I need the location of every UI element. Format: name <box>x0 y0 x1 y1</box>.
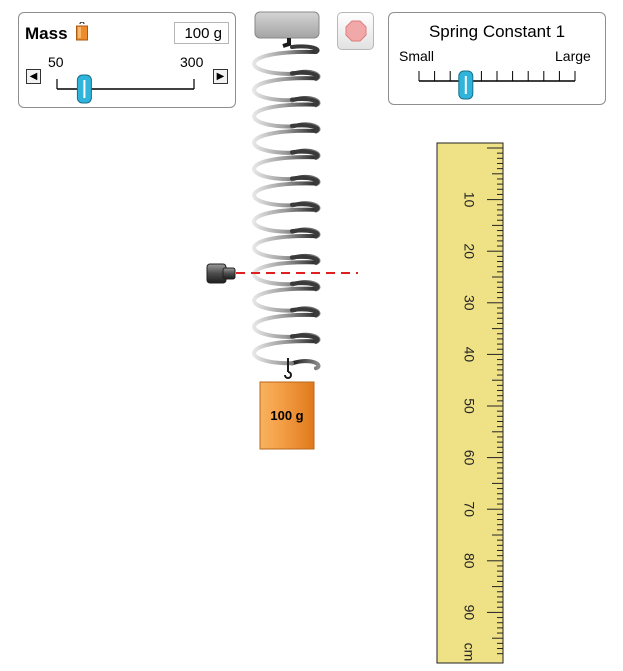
ruler[interactable]: 10 20 30 40 50 60 70 80 90 cm <box>436 142 504 664</box>
ruler-label: 30 <box>461 295 477 311</box>
stop-octagon-icon <box>345 20 367 42</box>
ruler-label: cm <box>461 643 477 662</box>
spring-coil-top <box>290 307 320 317</box>
triangle-left-icon: ◀ <box>29 71 38 82</box>
spring-coil-top <box>290 44 320 54</box>
spring-coil-front <box>252 339 318 366</box>
mass-title: Mass <box>25 24 68 43</box>
spring-coil-top <box>290 176 320 186</box>
mass-value-field[interactable]: 100 g <box>174 22 229 44</box>
mass-increment-button[interactable]: ▶ <box>213 69 228 84</box>
spring-coil-top <box>290 228 320 239</box>
spring-constant-panel: Spring Constant 1 Small Large <box>388 12 606 105</box>
reference-marker-icon[interactable] <box>206 263 236 284</box>
mass-min-label: 50 <box>48 54 64 70</box>
mass-decrement-button[interactable]: ◀ <box>26 69 41 84</box>
ruler-label: 20 <box>461 243 477 259</box>
spring-coil-top <box>290 149 320 160</box>
spring-large-label: Large <box>555 48 591 64</box>
ruler-label: 10 <box>461 192 477 208</box>
mass-hook <box>284 358 292 379</box>
spring-coil-front <box>252 286 318 313</box>
hanging-mass[interactable]: 100 g <box>259 381 315 450</box>
ruler-label: 70 <box>461 501 477 517</box>
spring-constant-slider-track <box>418 70 576 100</box>
spring-coil-top <box>290 254 320 265</box>
spring-coil-top <box>290 70 320 81</box>
spring-constant-title: Spring Constant 1 <box>428 22 566 41</box>
ruler-label: 80 <box>461 553 477 569</box>
spring-coil-top <box>290 281 320 291</box>
triangle-right-icon: ▶ <box>216 71 225 82</box>
spring-coil-front <box>252 155 318 182</box>
spring-coil-front <box>252 102 318 129</box>
spring-coil-front <box>252 207 318 234</box>
ruler-label: 60 <box>461 450 477 466</box>
ruler-label: 50 <box>461 398 477 414</box>
spring-ceiling-mount <box>254 11 320 39</box>
spring-coil-back <box>290 359 321 371</box>
spring-coil-top <box>290 97 320 107</box>
spring-coil-top <box>290 123 320 133</box>
spring-coil-front <box>252 181 318 208</box>
stop-button[interactable] <box>337 12 374 50</box>
spring-coil-front <box>252 76 318 103</box>
spring-coil-front <box>252 234 318 261</box>
spring-coil-top <box>290 202 320 212</box>
spring[interactable] <box>252 44 321 371</box>
mass-control-panel: Mass 100 g 50 300 ◀ ▶ <box>18 12 236 108</box>
mass-slider-track <box>56 74 195 104</box>
spring-coil-top <box>290 333 320 344</box>
spring-coil-front <box>252 312 318 339</box>
mass-slider-thumb[interactable] <box>76 74 92 104</box>
ruler-label: 90 <box>461 605 477 621</box>
mass-max-label: 300 <box>180 54 204 70</box>
spring-small-label: Small <box>399 48 435 64</box>
spring-coil-front <box>252 49 318 76</box>
hanging-mass-label: 100 g <box>270 408 303 423</box>
spring-coil-front <box>252 128 318 155</box>
mass-weight-icon <box>76 22 88 41</box>
spring-constant-slider-thumb[interactable] <box>458 70 474 100</box>
ruler-label: 40 <box>461 347 477 363</box>
